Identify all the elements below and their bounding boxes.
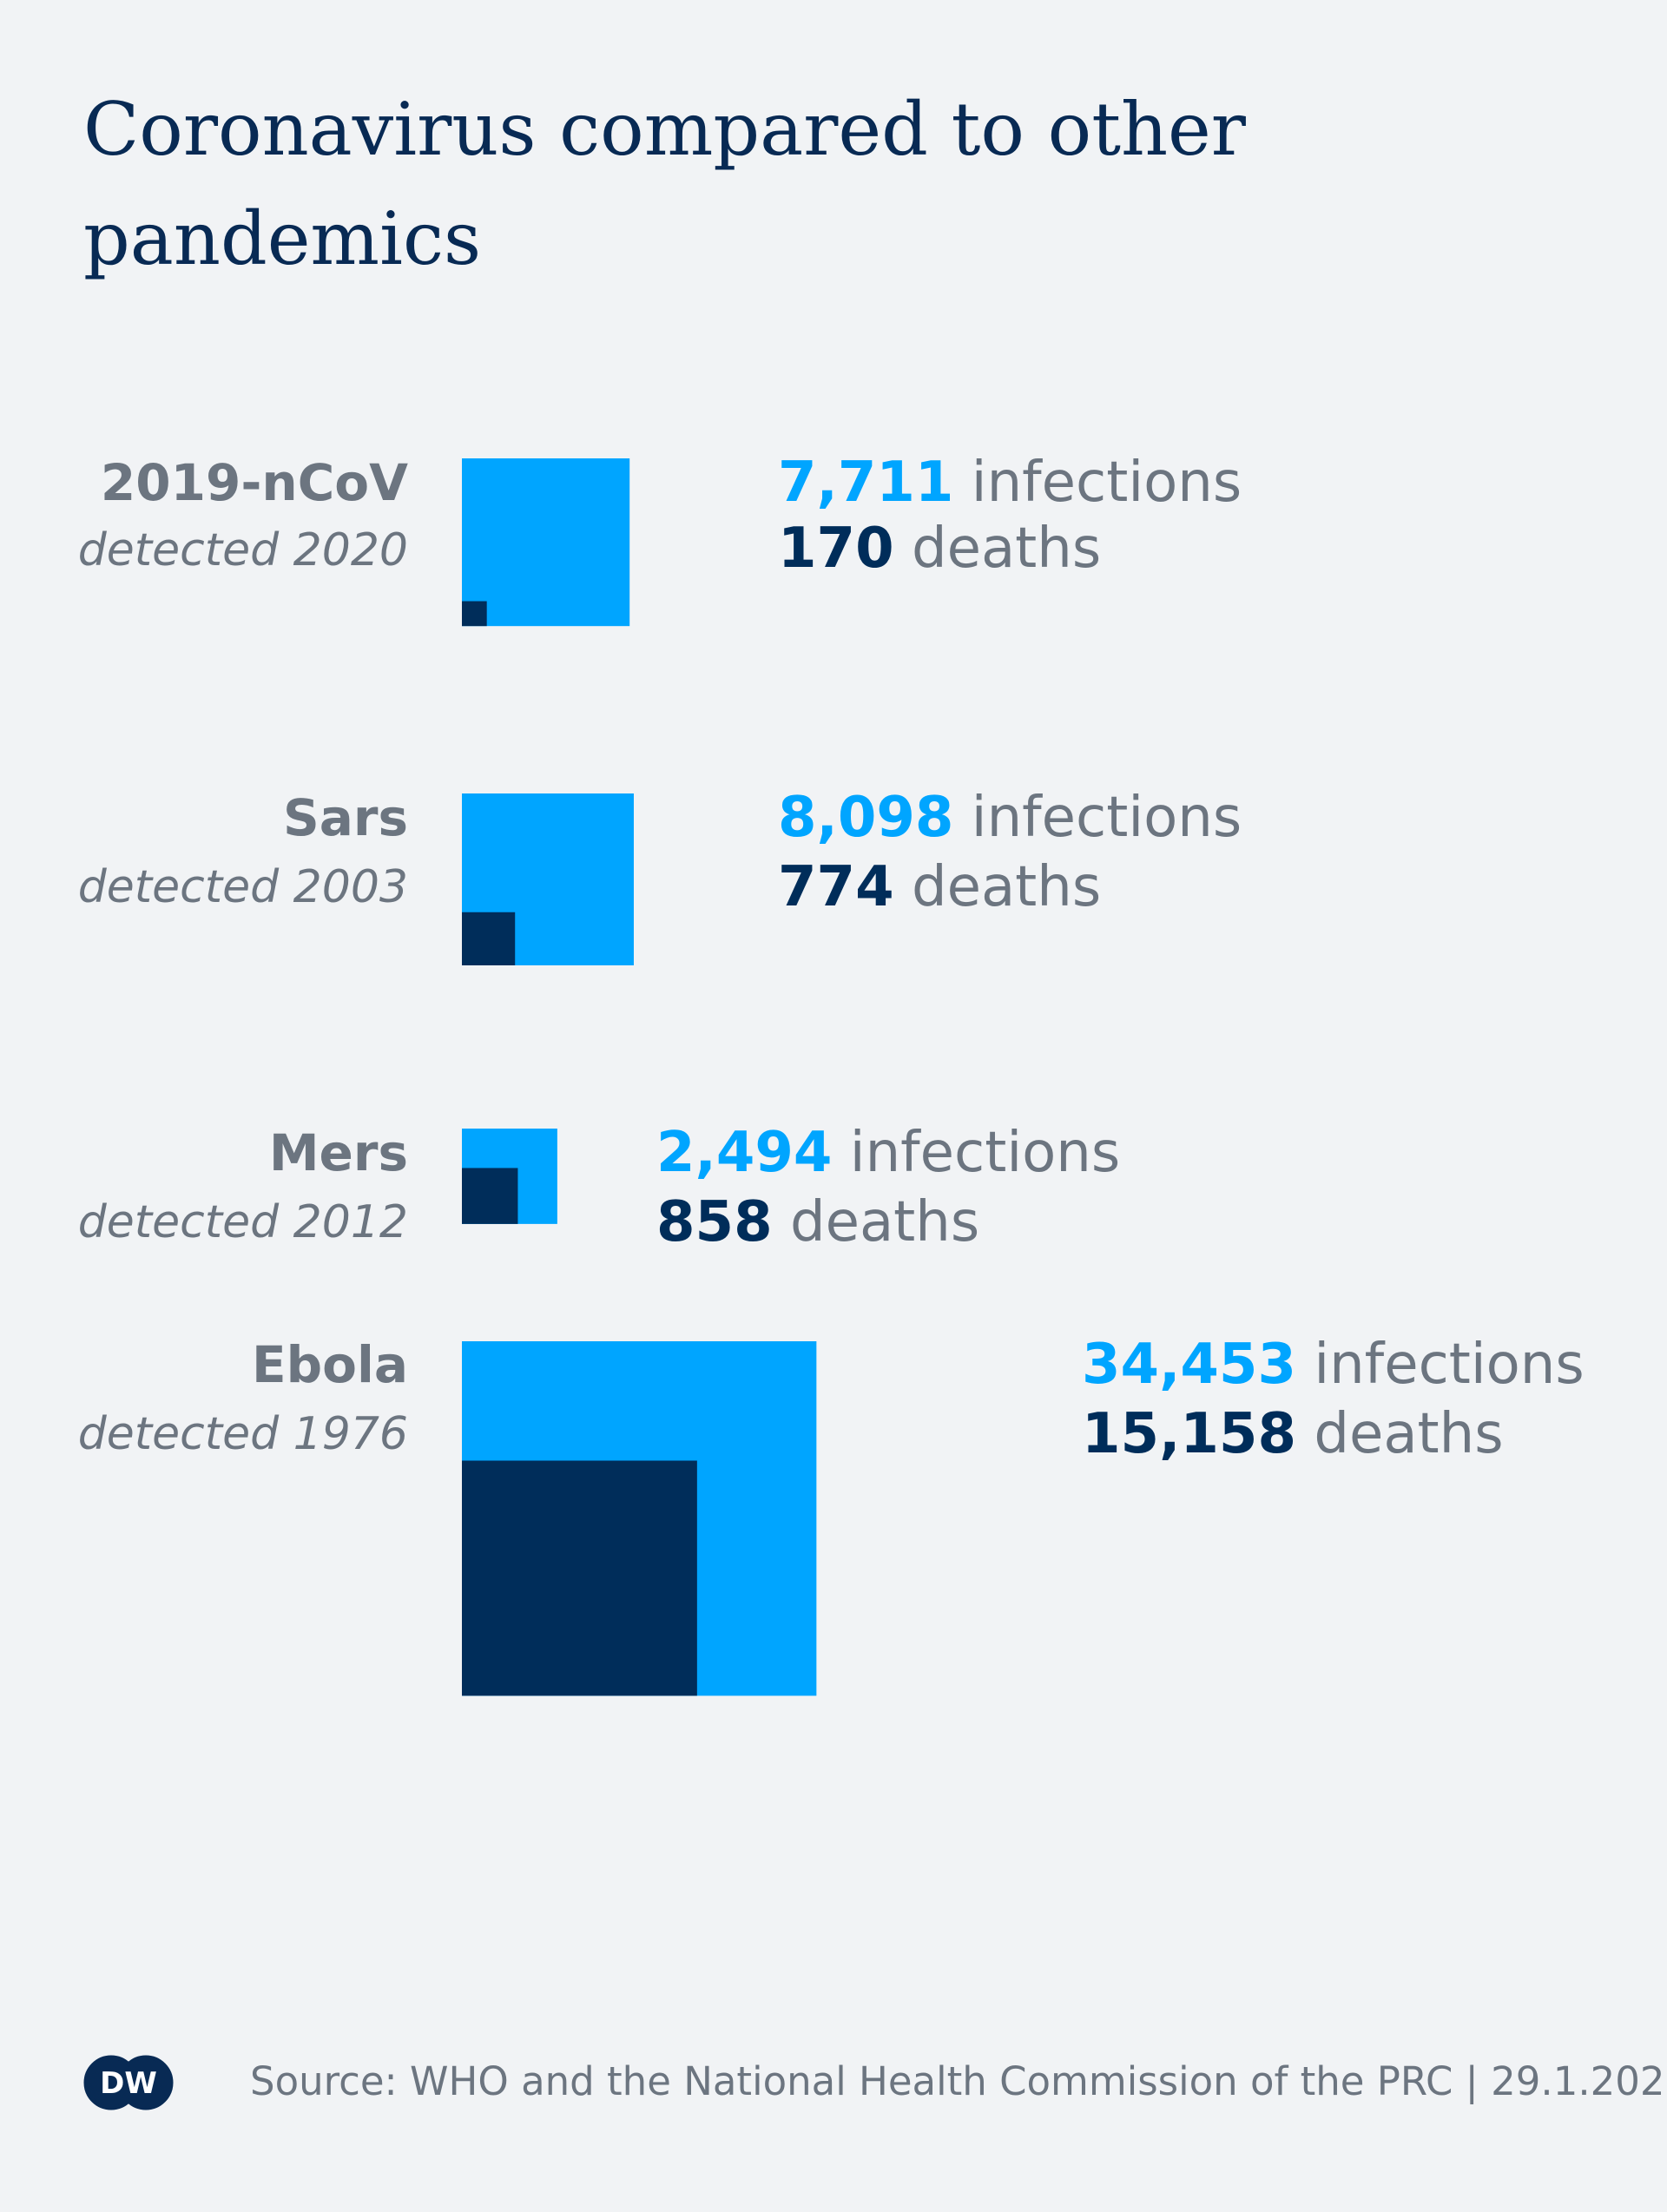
deaths-square-ncov — [462, 601, 487, 627]
chart-title: Coronavirus compared to other pandemics — [83, 87, 1246, 281]
deaths-word-sars: deaths — [911, 855, 1102, 919]
deaths-value-ncov: 170 — [778, 517, 894, 581]
deaths-label-mers: 858 deaths — [656, 1189, 979, 1255]
row-detected-ebola: detected 1976 — [77, 1408, 408, 1460]
deaths-value-sars: 774 — [778, 855, 894, 919]
infections-word-ncov: infections — [971, 451, 1242, 515]
infections-square-ncov — [462, 458, 630, 627]
row-detected-sars: detected 2003 — [77, 861, 408, 913]
deaths-square-mers — [462, 1168, 518, 1224]
deaths-value-ebola: 15,158 — [1082, 1402, 1296, 1466]
infections-word-sars: infections — [971, 786, 1242, 850]
infections-value-ncov: 7,711 — [778, 451, 954, 515]
deaths-square-sars — [462, 912, 516, 965]
deaths-label-ncov: 170 deaths — [778, 516, 1101, 582]
deaths-word-ncov: deaths — [911, 517, 1102, 581]
dw-logo-text: DW — [100, 2066, 157, 2101]
source-note: Source: WHO and the National Health Comm… — [250, 2058, 1667, 2104]
row-name-mers: Mers — [268, 1123, 408, 1182]
row-detected-ncov: detected 2020 — [77, 524, 408, 576]
infections-label-mers: 2,494 infections — [656, 1120, 1120, 1186]
infections-label-sars: 8,098 infections — [778, 785, 1242, 851]
deaths-value-mers: 858 — [656, 1190, 773, 1254]
infections-word-ebola: infections — [1314, 1333, 1585, 1397]
row-detected-mers: detected 2012 — [77, 1196, 408, 1248]
deaths-label-sars: 774 deaths — [778, 854, 1101, 920]
dw-logo-svg: DW — [83, 2055, 174, 2110]
infections-label-ebola: 34,453 infections — [1082, 1332, 1585, 1398]
row-name-ebola: Ebola — [251, 1335, 408, 1394]
deaths-word-ebola: deaths — [1314, 1402, 1504, 1466]
row-name-sars: Sars — [282, 788, 408, 847]
infections-label-ncov: 7,711 infections — [778, 450, 1242, 516]
deaths-square-ebola — [462, 1460, 697, 1696]
infections-value-mers: 2,494 — [656, 1121, 833, 1185]
row-name-ncov: 2019-nCoV — [100, 453, 408, 512]
deaths-word-mers: deaths — [789, 1190, 980, 1254]
deaths-label-ebola: 15,158 deaths — [1082, 1401, 1504, 1467]
infections-word-mers: infections — [849, 1121, 1121, 1185]
infections-value-ebola: 34,453 — [1082, 1333, 1296, 1397]
infections-value-sars: 8,098 — [778, 786, 954, 850]
dw-logo-icon: DW — [83, 2055, 174, 2114]
